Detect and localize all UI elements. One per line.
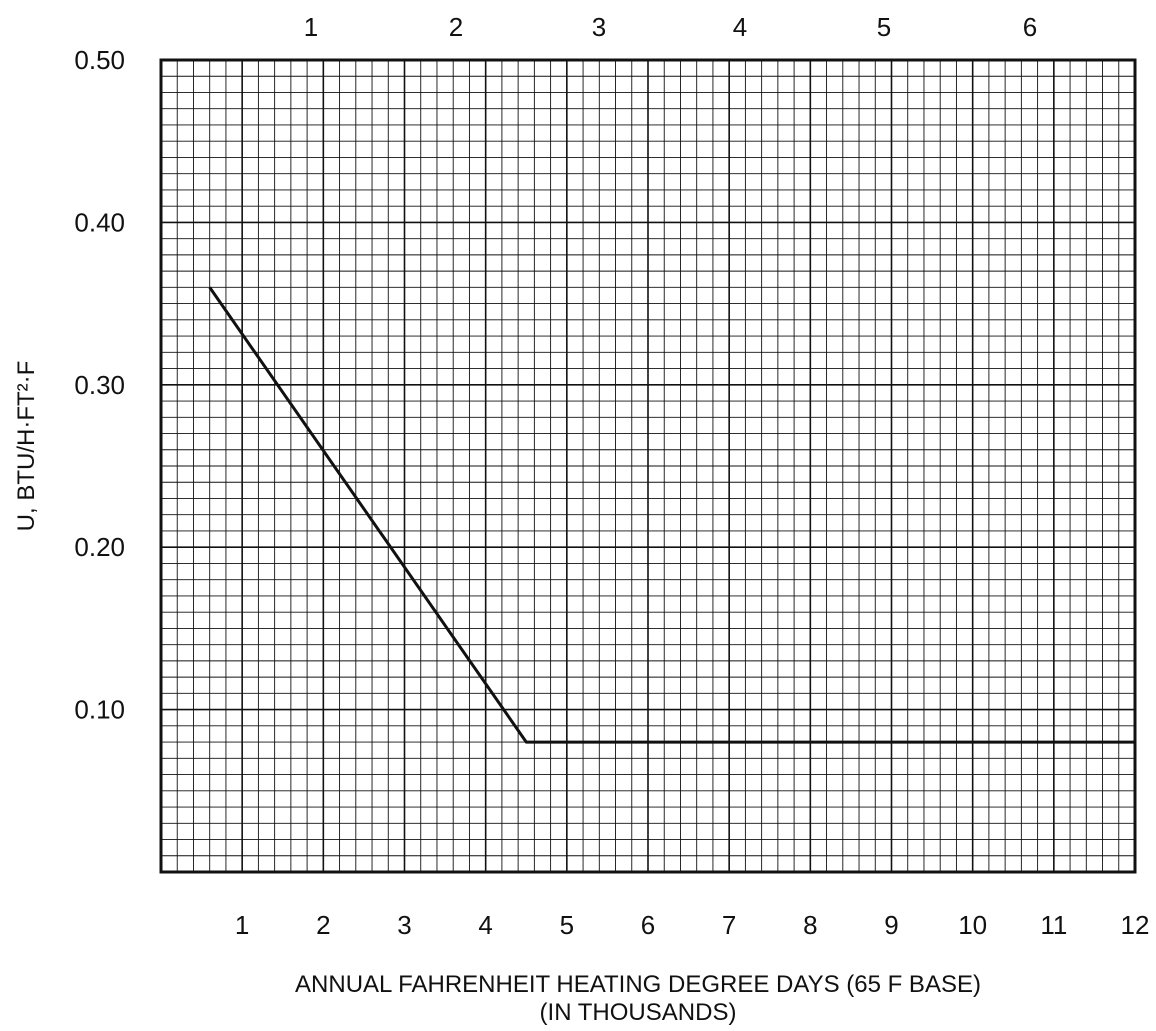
top-axis-tick-label: 1 [304, 12, 318, 42]
top-axis-tick-label: 2 [449, 12, 463, 42]
top-axis-tick-label: 3 [592, 12, 606, 42]
y-tick-label: 0.20 [74, 532, 125, 562]
x-tick-label: 5 [560, 910, 574, 940]
series-layer [208, 286, 1135, 744]
x-tick-label: 4 [478, 910, 492, 940]
x-tick-label: 6 [641, 910, 655, 940]
y-tick-label: 0.40 [74, 207, 125, 237]
x-tick-label: 10 [958, 910, 987, 940]
y-tick-label: 0.30 [74, 370, 125, 400]
plot-frame [159, 58, 1137, 874]
top-axis-tick-label: 5 [877, 12, 891, 42]
x-tick-label: 12 [1121, 910, 1150, 940]
x-tick-labels: 1 2 3 4 5 6 7 8 9 10 11 12 [235, 910, 1150, 940]
y-tick-label: 0.10 [74, 695, 125, 725]
y-tick-label: 0.50 [74, 45, 125, 75]
x-axis-label-line-1: ANNUAL FAHRENHEIT HEATING DEGREE DAYS (6… [295, 971, 981, 998]
top-axis-tick-label: 6 [1023, 12, 1037, 42]
x-tick-label: 7 [722, 910, 736, 940]
series-line-0 [208, 286, 1135, 744]
y-axis-label: U, BTU/H·FT²·F [13, 361, 40, 532]
x-axis-label-line-2: (IN THOUSANDS) [540, 999, 737, 1026]
top-axis-tick-label: 4 [733, 12, 747, 42]
x-tick-label: 8 [803, 910, 817, 940]
x-tick-label: 1 [235, 910, 249, 940]
x-tick-label: 3 [397, 910, 411, 940]
x-tick-label: 9 [884, 910, 898, 940]
grid-major [161, 60, 1135, 872]
y-tick-labels: 0.10 0.20 0.30 0.40 0.50 [74, 45, 125, 725]
x-tick-label: 11 [1040, 910, 1067, 940]
x-tick-label: 2 [316, 910, 330, 940]
top-tick-labels: 1 2 3 4 5 6 [304, 12, 1037, 42]
